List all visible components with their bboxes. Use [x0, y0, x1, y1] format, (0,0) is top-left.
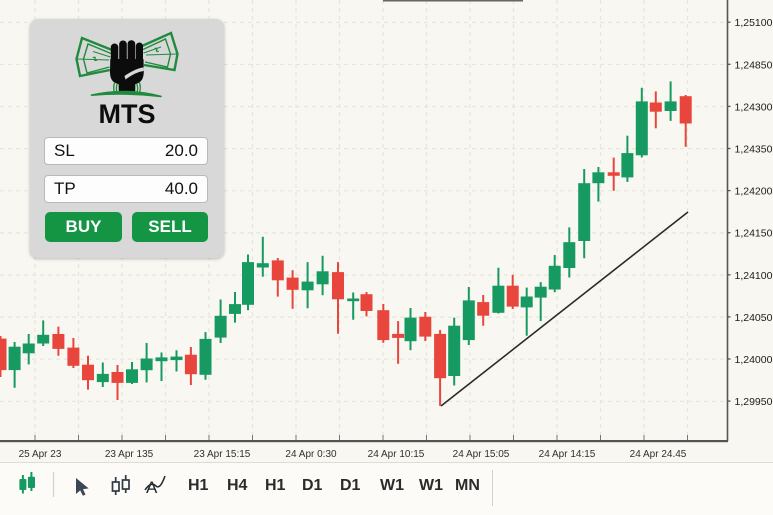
svg-text:1,29950: 1,29950 — [735, 396, 773, 408]
svg-text:24 Apr 0:30: 24 Apr 0:30 — [285, 449, 337, 460]
svg-text:25 Apr 23: 25 Apr 23 — [19, 449, 62, 460]
svg-text:A: A — [146, 478, 158, 497]
svg-text:23 Apr 15:15: 23 Apr 15:15 — [194, 449, 251, 460]
svg-text:23 Apr 135: 23 Apr 135 — [105, 449, 154, 460]
svg-text:1,24100: 1,24100 — [735, 270, 773, 282]
svg-text:24 Apr 24.45: 24 Apr 24.45 — [630, 449, 687, 460]
svg-text:1,24350: 1,24350 — [735, 144, 773, 156]
svg-text:24 Apr 15:05: 24 Apr 15:05 — [453, 449, 510, 460]
svg-text:1,24000: 1,24000 — [735, 354, 773, 366]
svg-text:1,24050: 1,24050 — [735, 312, 773, 324]
svg-text:24 Apr 14:15: 24 Apr 14:15 — [539, 449, 596, 460]
svg-text:1,24850: 1,24850 — [735, 59, 773, 71]
svg-text:1,24300: 1,24300 — [735, 101, 773, 113]
svg-text:24 Apr 10:15: 24 Apr 10:15 — [368, 449, 425, 460]
svg-text:1,24150: 1,24150 — [735, 228, 773, 240]
svg-text:1,25100: 1,25100 — [735, 17, 773, 29]
svg-text:1,24200: 1,24200 — [735, 186, 773, 198]
